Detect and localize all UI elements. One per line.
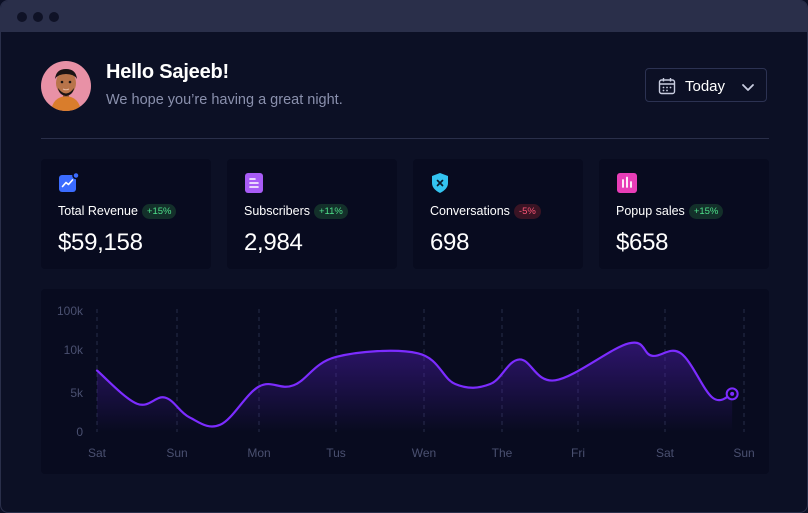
date-filter-label: Today (685, 78, 726, 95)
stat-title: Total Revenue +15% (58, 204, 177, 220)
stat-value: $59,158 (58, 229, 143, 256)
trending-chart-icon (58, 171, 80, 192)
greeting-subtitle: We hope you’re having a great night. (106, 92, 343, 108)
stat-value: $658 (616, 229, 669, 256)
x-tick-label: Fri (571, 446, 585, 460)
series-line (95, 341, 734, 428)
x-tick-label: Sat (656, 446, 675, 460)
stat-value: 2,984 (244, 229, 303, 256)
stat-title: Popup sales +15% (616, 204, 724, 220)
x-tick-label: Wen (412, 446, 436, 460)
window-maximize-dot[interactable] (49, 12, 59, 22)
window-minimize-dot[interactable] (33, 12, 43, 22)
revenue-chart[interactable]: Sat Sun Mon Tus Wen The Fri Sat Sun 100k 10k 5k 0 (41, 289, 769, 474)
y-tick-label: 5k (70, 386, 84, 400)
y-tick-label: 100k (57, 304, 84, 318)
chevron-down-icon (741, 80, 755, 98)
chart-svg: Sat Sun Mon Tus Wen The Fri Sat Sun 100k 10k 5k 0 (57, 304, 755, 460)
bar-chart-icon (616, 172, 637, 193)
stat-card-popup-sales[interactable]: Popup sales +15% $658 (599, 159, 769, 269)
calendar-icon (658, 77, 676, 100)
change-badge: +15% (688, 204, 724, 219)
highlight-point-core (730, 391, 735, 396)
stat-title: Subscribers +11% (244, 204, 348, 220)
window-close-dot[interactable] (17, 12, 27, 22)
change-badge: +11% (314, 204, 348, 219)
x-tick-label: The (492, 446, 513, 460)
title-bar (1, 1, 807, 32)
stat-title: Conversations -5% (430, 204, 541, 220)
avatar[interactable] (41, 61, 91, 111)
greeting-title: Hello Sajeeb! (106, 61, 229, 83)
x-tick-label: Sun (733, 446, 754, 460)
stat-card-conversations[interactable]: Conversations -5% 698 (413, 159, 583, 269)
x-tick-label: Sat (88, 446, 107, 460)
stat-value: 698 (430, 229, 470, 256)
change-badge: +15% (141, 204, 177, 219)
y-tick-label: 0 (76, 425, 83, 439)
document-icon (244, 172, 264, 193)
shield-x-icon (430, 172, 450, 193)
x-tick-label: Mon (247, 446, 270, 460)
date-filter-dropdown[interactable]: Today (645, 68, 767, 102)
change-badge: -5% (513, 204, 541, 219)
x-tick-label: Tus (326, 446, 346, 460)
stat-card-total-revenue[interactable]: Total Revenue +15% $59,158 (41, 159, 211, 269)
x-tick-label: Sun (166, 446, 187, 460)
series-area (97, 342, 733, 432)
y-tick-label: 10k (64, 343, 84, 357)
header-divider (41, 138, 769, 139)
stat-card-subscribers[interactable]: Subscribers +11% 2,984 (227, 159, 397, 269)
